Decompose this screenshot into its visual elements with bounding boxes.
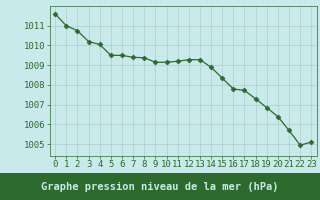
- Text: Graphe pression niveau de la mer (hPa): Graphe pression niveau de la mer (hPa): [41, 181, 279, 192]
